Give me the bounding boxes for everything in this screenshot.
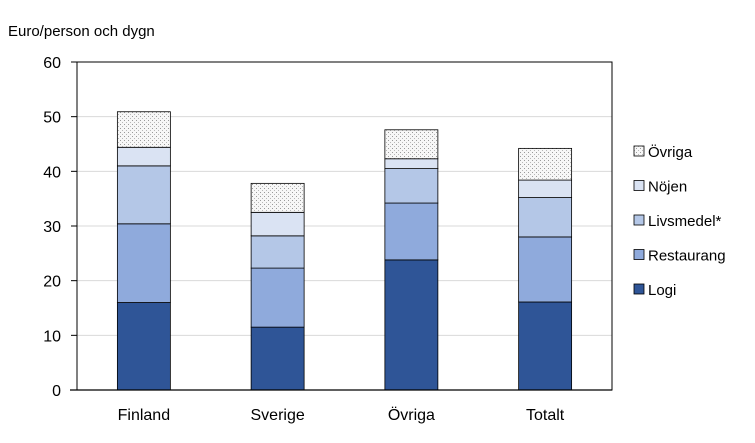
y-tick-label: 60 — [43, 55, 61, 72]
bars — [116, 111, 573, 391]
y-tick-label: 50 — [43, 110, 61, 127]
y-tick-label: 0 — [52, 383, 61, 400]
legend-swatch-nojen — [633, 180, 645, 191]
legend-label-restaurang: Restaurang — [648, 248, 726, 265]
legend-label-livsmedel: Livsmedel* — [648, 213, 722, 230]
bar-segment-logi-ovriga — [384, 259, 439, 391]
bar-segment-restaurang-finland — [116, 223, 171, 303]
bar-segment-nojen-finland — [116, 146, 171, 167]
bar-segment-restaurang-ovriga — [384, 202, 439, 261]
bar-segment-nojen-totalt — [518, 179, 573, 198]
legend: Övriga Nöjen Livsmedel* Restaurang Logi — [633, 143, 726, 299]
legend-label-logi: Logi — [648, 282, 676, 299]
y-axis-title: Euro/person och dygn — [8, 23, 155, 40]
bar-segment-nojen-ovriga — [384, 158, 439, 169]
bar-segment-logi-sverige — [250, 326, 305, 391]
y-tick-label: 20 — [43, 274, 61, 291]
bar-segment-ovriga-totalt — [518, 147, 573, 181]
legend-label-ovriga: Övriga — [648, 143, 693, 161]
bar-segment-restaurang-sverige — [250, 267, 305, 328]
bar-segment-livsmedel-finland — [116, 165, 171, 225]
x-tick-label: Sverige — [251, 407, 305, 424]
y-tick-label: 30 — [43, 219, 61, 236]
bar-segment-ovriga-ovriga — [384, 129, 439, 160]
legend-swatch-livsmedel — [633, 214, 645, 226]
bar-segment-logi-totalt — [518, 301, 573, 391]
bar-segment-ovriga-finland — [116, 111, 171, 148]
bar-segment-livsmedel-ovriga — [384, 168, 439, 204]
y-tick-label: 10 — [43, 328, 61, 345]
legend-swatch-restaurang — [633, 249, 645, 260]
tick-labels: 0 10 20 30 40 50 60 Finland Sverige Övriga Totalt — [43, 55, 565, 424]
bar-segment-ovriga-sverige — [250, 182, 305, 213]
bar-segment-restaurang-totalt — [518, 236, 573, 303]
bar-segment-livsmedel-totalt — [518, 197, 573, 238]
y-tick-label: 40 — [43, 164, 61, 181]
bar-segment-logi-finland — [116, 302, 171, 391]
x-tick-label: Totalt — [526, 407, 565, 424]
x-tick-label: Finland — [118, 407, 170, 424]
legend-swatch-ovriga — [633, 145, 645, 157]
bar-segment-nojen-sverige — [250, 211, 305, 237]
bar-segment-livsmedel-sverige — [250, 235, 305, 269]
x-tick-label: Övriga — [388, 406, 435, 424]
legend-swatch-logi — [633, 283, 645, 295]
axes — [70, 61, 613, 391]
legend-label-nojen: Nöjen — [648, 179, 687, 196]
